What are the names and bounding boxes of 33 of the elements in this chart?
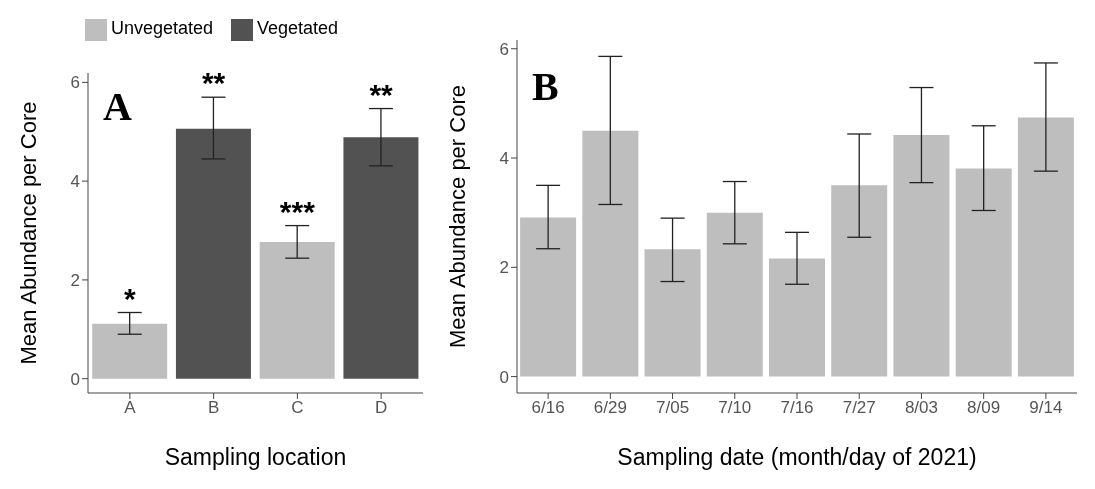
y-tick-label: 2 bbox=[499, 258, 509, 278]
y-tick-label: 0 bbox=[499, 367, 509, 387]
annotation: ** bbox=[369, 77, 394, 111]
x-tick-label: D bbox=[374, 398, 388, 418]
y-tick-label: 4 bbox=[499, 149, 509, 169]
y-tick-label: 4 bbox=[70, 172, 80, 192]
y-tick-label: 0 bbox=[70, 369, 80, 389]
x-axis-title: Sampling date (month/day of 2021) bbox=[617, 444, 977, 470]
x-tick-label: 8/09 bbox=[967, 398, 1001, 418]
annotation: ** bbox=[201, 66, 226, 100]
legend-label: Vegetated bbox=[256, 18, 339, 38]
x-tick-label: 7/27 bbox=[842, 398, 876, 418]
x-tick-label: 7/05 bbox=[656, 398, 690, 418]
x-axis-title: Sampling location bbox=[164, 444, 347, 470]
y-tick-label: 2 bbox=[70, 270, 80, 290]
annotation: A bbox=[103, 83, 132, 130]
x-tick-label: 9/14 bbox=[1029, 398, 1063, 418]
x-tick-label: 7/16 bbox=[780, 398, 814, 418]
x-tick-label: 6/16 bbox=[531, 398, 565, 418]
x-tick-label: 7/10 bbox=[718, 398, 752, 418]
y-axis-title: Mean Abundance per Core bbox=[444, 85, 470, 348]
y-tick-label: 6 bbox=[499, 39, 509, 59]
y-axis-title: Mean Abundance per Core bbox=[15, 101, 41, 365]
x-tick-label: C bbox=[291, 398, 304, 418]
x-tick-label: 8/03 bbox=[904, 398, 938, 418]
annotation: B bbox=[532, 63, 559, 110]
x-tick-label: A bbox=[124, 398, 137, 418]
legend-label: Unvegetated bbox=[110, 18, 213, 38]
x-tick-label: B bbox=[207, 398, 220, 418]
y-tick-label: 6 bbox=[70, 73, 80, 93]
annotation: * bbox=[124, 281, 137, 315]
annotation: *** bbox=[279, 194, 316, 228]
x-tick-label: 6/29 bbox=[593, 398, 627, 418]
